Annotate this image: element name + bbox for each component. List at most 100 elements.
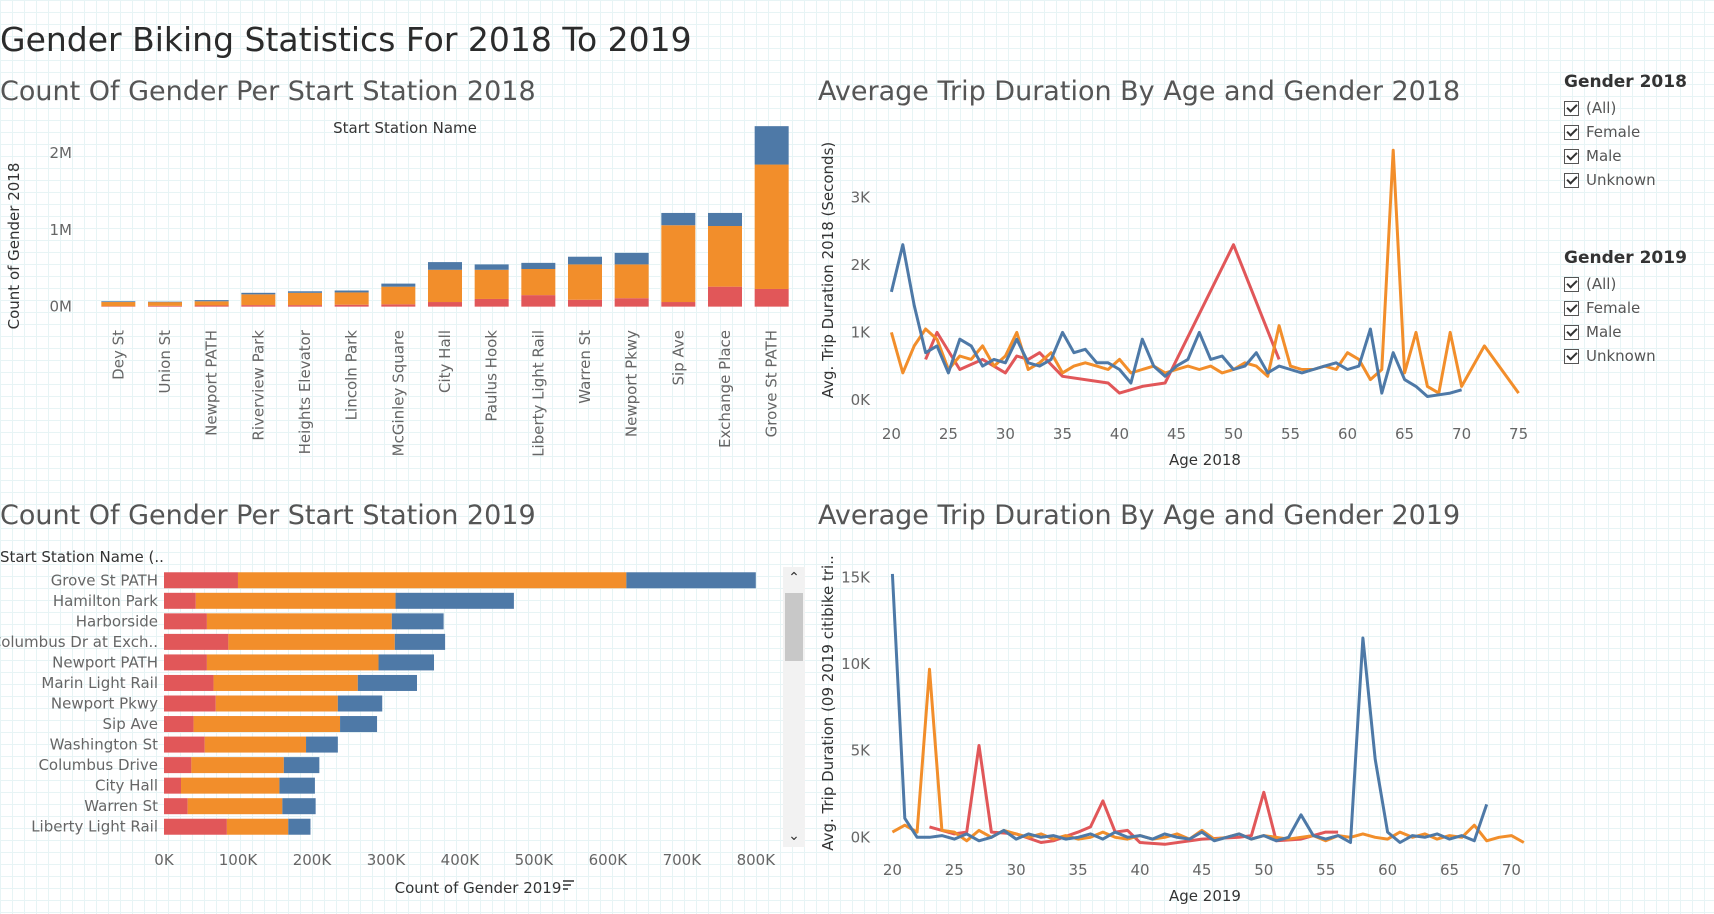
bar-segment bbox=[164, 777, 182, 794]
checkbox-checked-icon[interactable] bbox=[1564, 300, 1579, 316]
row-header: Start Station Name (.. bbox=[0, 548, 164, 566]
y-axis-label: Count of Gender 2018 bbox=[5, 163, 23, 330]
y-axis-label: Avg. Trip Duration 2018 (Seconds) bbox=[819, 142, 837, 398]
x-tick-label: 70 bbox=[1502, 861, 1521, 879]
y-tick-label: 0M bbox=[50, 298, 73, 316]
legend-item-male[interactable]: Male bbox=[1564, 320, 1687, 344]
bar-segment bbox=[661, 302, 696, 307]
bar-segment bbox=[164, 592, 196, 609]
bar-segment bbox=[474, 269, 509, 299]
y-tick-label: Liberty Light Rail bbox=[31, 818, 158, 836]
y-tick-label: 1K bbox=[851, 323, 872, 341]
line-2019-title: Average Trip Duration By Age and Gender … bbox=[818, 500, 1461, 531]
scroll-up-arrow-icon[interactable]: ⌃ bbox=[788, 570, 800, 586]
bar-segment bbox=[428, 262, 462, 270]
bar-segment bbox=[164, 572, 238, 589]
x-tick-label: 300K bbox=[367, 851, 407, 869]
bar-segment bbox=[661, 212, 696, 226]
x-tick-label: 60 bbox=[1378, 861, 1397, 879]
bar-segment bbox=[164, 695, 216, 712]
bar-segment bbox=[164, 757, 192, 774]
x-tick-label: Newport PATH bbox=[203, 330, 221, 436]
x-tick-label: 70 bbox=[1452, 425, 1471, 443]
legend-item-unknown[interactable]: Unknown bbox=[1564, 344, 1687, 368]
legend-item-label: Male bbox=[1586, 323, 1622, 341]
bar-segment bbox=[195, 592, 396, 609]
bar-segment bbox=[614, 298, 649, 307]
bar-segment bbox=[194, 301, 229, 306]
x-tick-label: 0K bbox=[154, 851, 175, 869]
bar-chart-2018: Start Station Name Count of Gender 2018 0M… bbox=[5, 119, 789, 457]
bar-segment bbox=[288, 291, 322, 293]
bar-segment bbox=[378, 654, 435, 671]
bar-segment bbox=[474, 298, 509, 307]
bar-segment bbox=[288, 292, 322, 306]
bar-2019-scrollbar[interactable]: ⌃ ⌄ bbox=[783, 567, 805, 847]
bar-segment bbox=[288, 305, 322, 307]
bar-segment bbox=[334, 290, 369, 293]
line-2018-title: Average Trip Duration By Age and Gender … bbox=[818, 76, 1461, 107]
bar-segment bbox=[521, 269, 556, 296]
bar-segment bbox=[215, 695, 338, 712]
checkbox-checked-icon[interactable] bbox=[1564, 276, 1579, 292]
legend-item-female[interactable]: Female bbox=[1564, 120, 1687, 144]
x-tick-label: Grove St PATH bbox=[763, 330, 781, 437]
y-tick-label: 15K bbox=[841, 568, 871, 586]
bar-segment bbox=[708, 286, 742, 307]
checkbox-checked-icon[interactable] bbox=[1564, 148, 1579, 164]
bar-segment bbox=[614, 252, 649, 265]
bar-segment bbox=[708, 226, 742, 287]
bar-segment bbox=[394, 633, 446, 650]
bar-segment bbox=[381, 283, 416, 287]
bar-segment bbox=[164, 613, 207, 630]
scroll-down-arrow-icon[interactable]: ⌄ bbox=[788, 828, 800, 844]
legend-item-label: Female bbox=[1586, 299, 1641, 317]
bar-segment bbox=[428, 302, 462, 307]
x-axis-label: Age 2018 bbox=[1169, 451, 1241, 469]
bar-segment bbox=[101, 301, 136, 303]
checkbox-checked-icon[interactable] bbox=[1564, 348, 1579, 364]
x-tick-label: 55 bbox=[1281, 425, 1300, 443]
line-chart-2019: Avg. Trip Duration (09 2019 citibike tri… bbox=[819, 555, 1525, 905]
legend-item-all[interactable]: (All) bbox=[1564, 272, 1687, 296]
legend-title: Gender 2019 bbox=[1564, 248, 1687, 268]
legend-item-male[interactable]: Male bbox=[1564, 144, 1687, 168]
bar-segment bbox=[614, 264, 649, 299]
x-tick-label: 600K bbox=[589, 851, 629, 869]
x-tick-label: 45 bbox=[1192, 861, 1211, 879]
sort-icon bbox=[563, 880, 574, 890]
bar-2019-title: Count Of Gender Per Start Station 2019 bbox=[0, 500, 536, 531]
bar-segment bbox=[204, 736, 307, 753]
bar-segment bbox=[237, 572, 627, 589]
x-axis-label: Count of Gender 2019 bbox=[395, 879, 562, 897]
checkbox-checked-icon[interactable] bbox=[1564, 100, 1579, 116]
bar-segment bbox=[181, 777, 280, 794]
bar-segment bbox=[164, 736, 205, 753]
bar-segment bbox=[661, 225, 696, 303]
y-tick-label: Columbus Dr at Exch.. bbox=[0, 633, 158, 651]
bar-segment bbox=[288, 818, 311, 835]
bar-segment bbox=[334, 292, 369, 305]
x-tick-label: 30 bbox=[996, 425, 1015, 443]
checkbox-checked-icon[interactable] bbox=[1564, 124, 1579, 140]
bar-segment bbox=[164, 716, 194, 733]
legend-item-all[interactable]: (All) bbox=[1564, 96, 1687, 120]
x-tick-label: City Hall bbox=[436, 330, 454, 393]
series-line-male bbox=[891, 667, 1525, 844]
x-tick-label: 50 bbox=[1224, 425, 1243, 443]
x-tick-label: Paulus Hook bbox=[483, 330, 501, 422]
bar-segment bbox=[283, 757, 320, 774]
x-tick-label: Sip Ave bbox=[669, 330, 687, 385]
legend-item-unknown[interactable]: Unknown bbox=[1564, 168, 1687, 192]
x-tick-label: 500K bbox=[515, 851, 555, 869]
checkbox-checked-icon[interactable] bbox=[1564, 324, 1579, 340]
legend-item-female[interactable]: Female bbox=[1564, 296, 1687, 320]
scroll-thumb[interactable] bbox=[785, 593, 803, 661]
checkbox-checked-icon[interactable] bbox=[1564, 172, 1579, 188]
x-tick-label: 20 bbox=[882, 425, 901, 443]
x-tick-label: Lincoln Park bbox=[343, 330, 361, 421]
x-tick-label: 25 bbox=[945, 861, 964, 879]
bar-segment bbox=[148, 305, 182, 307]
bar-segment bbox=[568, 256, 602, 265]
y-tick-label: 10K bbox=[841, 655, 871, 673]
